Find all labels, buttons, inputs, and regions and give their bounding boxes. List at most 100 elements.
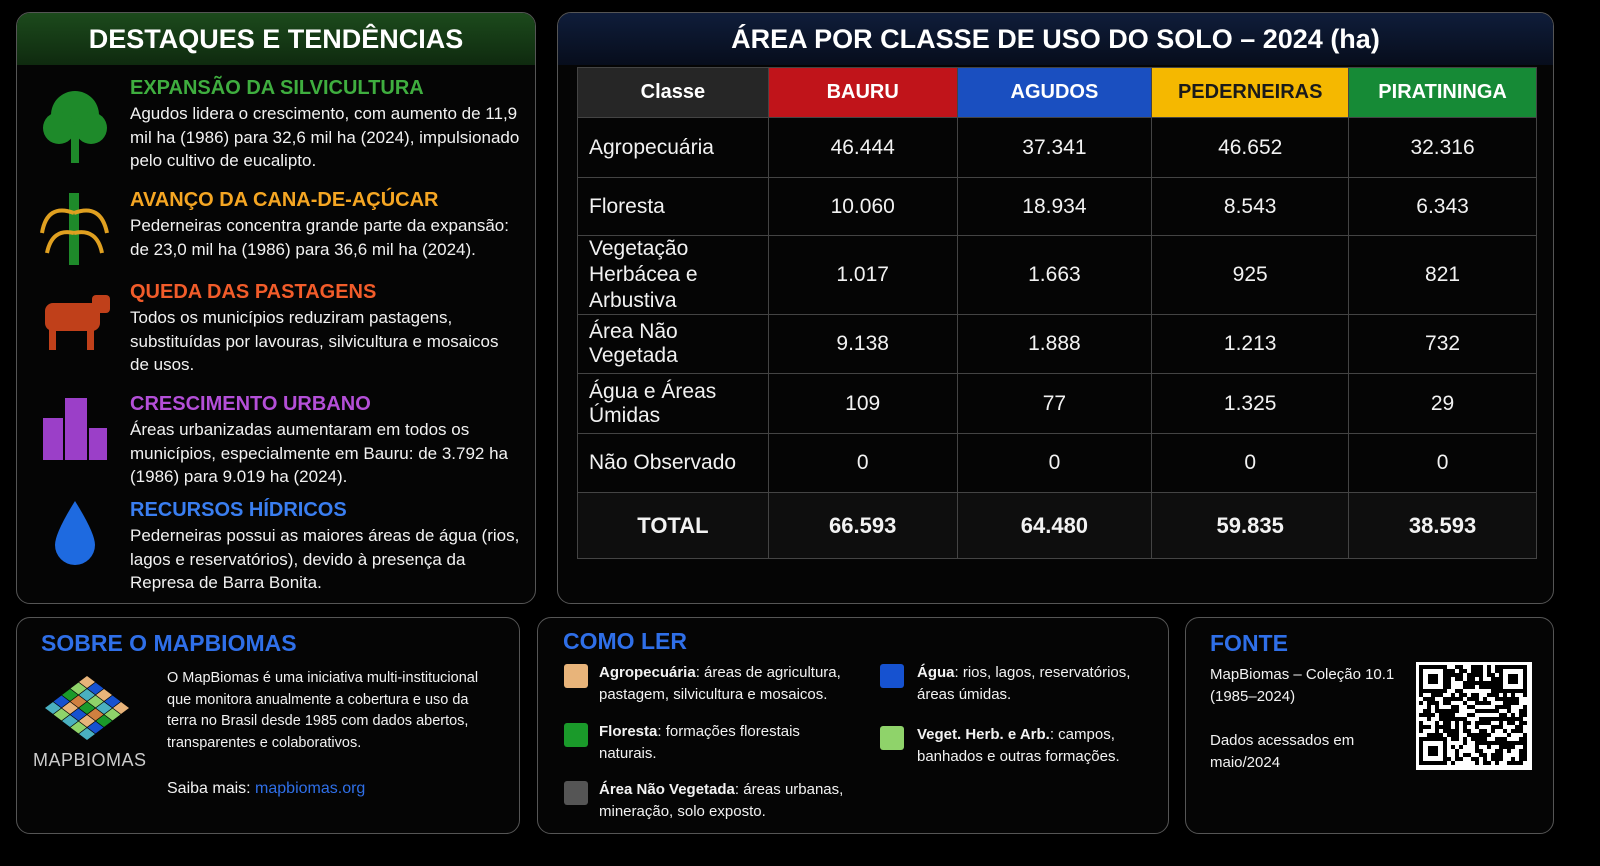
qr-module (1467, 713, 1471, 717)
qr-module (1455, 689, 1459, 693)
qr-module (1491, 725, 1495, 729)
logo-tile (87, 682, 104, 695)
qr-module (1487, 761, 1491, 765)
qr-module (1491, 729, 1495, 733)
source-panel: FONTE MapBiomas – Coleção 10.1 (1985–202… (1185, 617, 1554, 834)
qr-module (1475, 749, 1479, 753)
qr-module (1495, 753, 1499, 757)
qr-module (1483, 729, 1487, 733)
total-row: TOTAL 66.593 64.480 59.835 38.593 (577, 492, 1537, 559)
qr-module (1467, 685, 1471, 689)
qr-module (1471, 705, 1475, 709)
qr-module (1419, 693, 1423, 697)
value-cell: 1.017 (767, 235, 958, 315)
qr-module (1495, 689, 1499, 693)
qr-module (1499, 721, 1503, 725)
qr-module (1483, 681, 1487, 685)
qr-module (1451, 709, 1455, 713)
header-cell: PEDERNEIRAS (1151, 67, 1350, 118)
value-cell: 46.444 (767, 117, 958, 178)
class-cell: Agropecuária (577, 117, 769, 178)
qr-module (1495, 749, 1499, 753)
qr-module (1507, 721, 1511, 725)
link[interactable]: mapbiomas.org (255, 780, 366, 797)
more: Saiba mais: mapbiomas.org (167, 780, 365, 798)
qr-module (1511, 701, 1515, 705)
qr-module (1491, 673, 1495, 677)
logo-text: MAPBIOMAS (33, 750, 147, 770)
qr-module (1463, 741, 1467, 745)
highlight-title: RECURSOS HÍDRICOS (130, 499, 347, 521)
qr-module (1479, 733, 1483, 737)
qr-module (1487, 673, 1491, 677)
qr-finder-core (1428, 746, 1438, 756)
qr-module (1515, 729, 1519, 733)
accessed-text: Dados acessados em maio/2024 (1210, 732, 1355, 771)
qr-module (1479, 669, 1483, 673)
qr-module (1435, 733, 1439, 737)
qr-module (1507, 749, 1511, 753)
qr-module (1495, 757, 1499, 761)
qr-module (1443, 717, 1447, 721)
qr-module (1451, 669, 1455, 673)
qr-module (1427, 705, 1431, 709)
qr-module (1447, 725, 1451, 729)
qr-module (1427, 709, 1431, 713)
qr-finder (1499, 665, 1527, 693)
header-cell: PIRATININGA (1348, 67, 1537, 118)
qr-module (1499, 753, 1503, 757)
qr-module (1487, 669, 1491, 673)
qr-module (1495, 709, 1499, 713)
qr-module (1435, 705, 1439, 709)
header-row: Classe BAURU AGUDOS PEDERNEIRAS PIRATININGA (577, 67, 1537, 118)
qr-module (1483, 757, 1487, 761)
qr-module (1427, 697, 1431, 701)
qr-module (1491, 757, 1495, 761)
qr-module (1455, 749, 1459, 753)
qr-module (1487, 693, 1491, 697)
qr-module (1423, 713, 1427, 717)
qr-module (1475, 757, 1479, 761)
highlight-title: EXPANSÃO DA SILVICULTURA (130, 77, 424, 99)
qr-module (1475, 725, 1479, 729)
qr-module (1503, 713, 1507, 717)
qr-module (1447, 673, 1451, 677)
legend-title: COMO LER (563, 628, 687, 654)
qr-module (1519, 709, 1523, 713)
value-cell: 1.663 (956, 235, 1153, 315)
qr-module (1431, 697, 1435, 701)
qr-module (1507, 697, 1511, 701)
value-cell: 0 (956, 433, 1153, 493)
qr-module (1455, 665, 1459, 669)
cane-icon (40, 193, 109, 265)
qr-module (1499, 749, 1503, 753)
qr-module (1511, 721, 1515, 725)
qr-module (1511, 757, 1515, 761)
logo-tile (79, 689, 95, 701)
qr-module (1447, 733, 1451, 737)
qr-module (1435, 693, 1439, 697)
qr-module (1479, 673, 1483, 677)
qr-module (1491, 741, 1495, 745)
qr-module (1447, 681, 1451, 685)
value-cell: 109 (767, 373, 958, 434)
qr-module (1447, 685, 1451, 689)
qr-module (1523, 753, 1527, 757)
value-cell: 32.316 (1348, 117, 1537, 178)
qr-module (1471, 693, 1475, 697)
table-row: Agropecuária 46.444 37.341 46.652 32.316 (577, 117, 1537, 178)
qr-module (1459, 697, 1463, 701)
about-title: SOBRE O MAPBIOMAS (41, 630, 297, 656)
qr-module (1443, 721, 1447, 725)
qr-module (1487, 745, 1491, 749)
qr-module (1475, 761, 1479, 765)
qr-module (1479, 721, 1483, 725)
qr-module (1447, 669, 1451, 673)
qr-module (1479, 753, 1483, 757)
qr-module (1471, 685, 1475, 689)
table-row: Não Observado 0 0 0 0 (577, 433, 1537, 493)
qr-module (1519, 757, 1523, 761)
qr-module (1479, 681, 1483, 685)
water-icon (55, 501, 95, 565)
qr-module (1459, 665, 1463, 669)
